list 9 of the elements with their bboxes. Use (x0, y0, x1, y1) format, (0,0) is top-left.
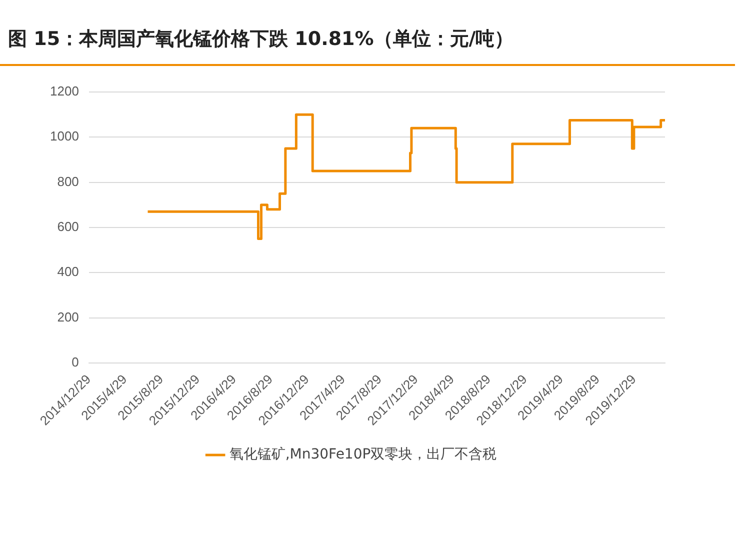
y-tick-label: 600 (57, 219, 79, 234)
y-tick-label: 200 (57, 309, 79, 324)
y-tick-label: 1000 (50, 128, 79, 144)
legend-label: 氧化锰矿,Mn30Fe10P双零块，出厂不含税 (229, 446, 497, 463)
y-tick-label: 800 (57, 174, 79, 189)
y-tick-label: 0 (72, 354, 79, 370)
y-tick-label: 1200 (50, 84, 79, 99)
chart-title: 图 15：本周国产氧化锰价格下跌 10.81%（单位：元/吨） (8, 27, 514, 52)
y-tick-label: 400 (57, 264, 79, 280)
